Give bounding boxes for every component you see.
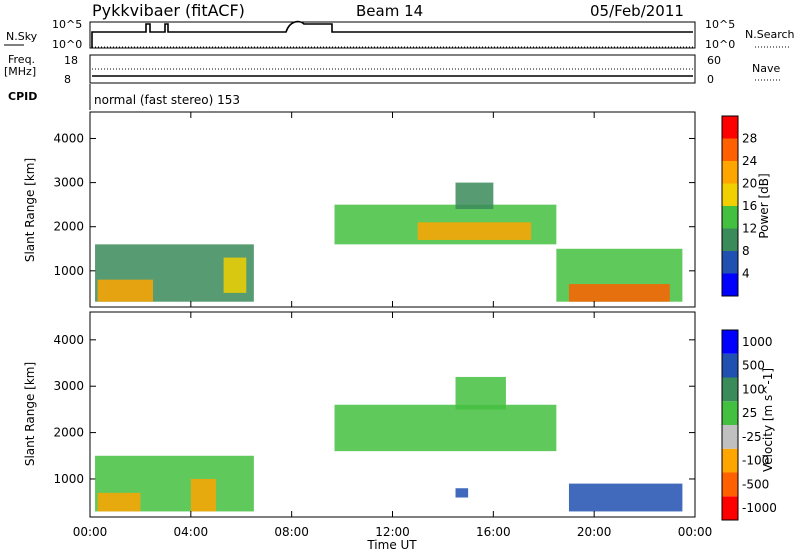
y-tick-label: 3000 [53, 176, 84, 190]
nsky-tick-top: 10^5 [52, 18, 82, 31]
colorbar-tick-label: 500 [742, 359, 765, 373]
velocity-colorbar-label: Velocity [m s^-1] [761, 368, 775, 472]
nsky-label: N.Sky [6, 30, 38, 43]
nsearch-tick-bottom: 10^0 [705, 38, 735, 51]
colorbar-swatch [722, 472, 738, 497]
x-tick-label: 20:00 [577, 525, 612, 539]
nsearch-tick-top: 10^5 [705, 18, 735, 31]
y-tick-label: 2000 [53, 220, 84, 234]
nave-tick-bottom: 0 [707, 73, 714, 86]
colorbar-swatch [722, 116, 738, 139]
scatter-region [455, 376, 506, 410]
power-colorbar: 28 24 20 16 12 8 4 Power [dB] [721, 115, 771, 297]
colorbar-swatch [722, 183, 738, 206]
x-tick-label: 12:00 [375, 525, 410, 539]
colorbar-tick-label: 20 [742, 177, 757, 191]
colorbar-tick-label: -1000 [742, 501, 777, 515]
date-label: 05/Feb/2011 [590, 2, 684, 20]
scatter-region [455, 182, 494, 210]
colorbar-tick-label: -25 [742, 430, 762, 444]
colorbar-tick-label: 8 [742, 244, 750, 258]
power-colorbar-label: Power [dB] [757, 173, 771, 238]
power-ylabel: Slant Range [km] [23, 158, 37, 262]
colorbar-tick-label: 4 [742, 267, 750, 281]
freq-panel: Freq. [MHz] 18 8 60 0 Nave [4, 53, 780, 86]
scatter-region [455, 488, 469, 498]
colorbar-swatch [722, 377, 738, 402]
nsky-tick-bottom: 10^0 [52, 38, 82, 51]
power-y-ticks: 1000 2000 3000 4000 [53, 131, 695, 278]
y-tick-label: 2000 [53, 426, 84, 440]
x-axis-label: Time UT [366, 538, 417, 552]
scatter-region [568, 483, 683, 512]
colorbar-swatch [722, 161, 738, 184]
scatter-region [190, 478, 217, 512]
colorbar-tick-label: 1000 [742, 335, 773, 349]
nsky-trace [91, 20, 693, 48]
nave-label: Nave [752, 62, 780, 75]
scatter-region [334, 404, 557, 452]
power-data [95, 182, 683, 302]
colorbar-swatch [722, 228, 738, 251]
nsearch-label: N.Search [745, 28, 795, 41]
freq-tick-top: 18 [64, 54, 78, 67]
colorbar-tick-label: 100 [742, 382, 765, 396]
scatter-region [417, 222, 532, 240]
beam-label: Beam 14 [356, 2, 423, 20]
plot-title: Pykkvibaer (fitACF) [92, 1, 245, 20]
x-tick-label: 04:00 [174, 525, 209, 539]
colorbar-swatch [722, 425, 738, 449]
scatter-region [97, 492, 141, 512]
freq-tick-bottom: 8 [64, 73, 71, 86]
x-tick-label: 16:00 [476, 525, 511, 539]
colorbar-tick-label: 16 [742, 199, 757, 213]
nsky-panel: N.Sky 10^5 10^0 10^5 10^0 N.Search [4, 18, 795, 51]
x-tick-label: 00:00 [678, 525, 713, 539]
x-tick-label: 00:00 [73, 525, 108, 539]
colorbar-swatch [722, 401, 738, 425]
velocity-data [95, 376, 683, 512]
power-panel: Slant Range [km] 1000 2000 3000 4000 [23, 111, 696, 308]
velocity-panel: Slant Range [km] 1000 2000 3000 4000 [23, 311, 696, 518]
colorbar-swatch [722, 251, 738, 274]
cpid-label: CPID [8, 90, 37, 103]
colorbar-swatch [722, 138, 738, 161]
y-tick-label: 4000 [53, 333, 84, 347]
colorbar-tick-label: 12 [742, 222, 757, 236]
y-tick-label: 4000 [53, 131, 84, 145]
y-tick-label: 1000 [53, 264, 84, 278]
scatter-region [223, 257, 247, 293]
colorbar-swatch [722, 206, 738, 229]
cpid-text: normal (fast stereo) 153 [94, 93, 240, 107]
velocity-ylabel: Slant Range [km] [23, 362, 37, 466]
colorbar-swatch [722, 353, 738, 378]
colorbar-swatch [722, 448, 738, 473]
freq-label: Freq. [8, 53, 35, 66]
time-x-ticks: 00:00 04:00 08:00 12:00 16:00 20:00 00:00 [73, 112, 713, 539]
colorbar-swatch [722, 330, 738, 354]
colorbar-tick-label: -500 [742, 477, 769, 491]
freq-unit: [MHz] [4, 65, 36, 78]
colorbar-tick-label: 28 [742, 132, 757, 146]
nave-tick-top: 60 [707, 54, 721, 67]
scatter-region [568, 284, 670, 302]
velocity-y-ticks: 1000 2000 3000 4000 [53, 333, 695, 486]
colorbar-tick-label: -100 [742, 454, 769, 468]
colorbar-tick-label: 24 [742, 154, 757, 168]
x-tick-label: 08:00 [274, 525, 309, 539]
scatter-region [97, 279, 154, 302]
y-tick-label: 3000 [53, 379, 84, 393]
y-tick-label: 1000 [53, 472, 84, 486]
colorbar-swatch [722, 496, 738, 520]
colorbar-swatch [722, 273, 738, 296]
colorbar-tick-label: 25 [742, 406, 757, 420]
velocity-colorbar: 1000 500 100 25 -25 -100 -500 -1000 Velocity [m… [721, 329, 777, 521]
